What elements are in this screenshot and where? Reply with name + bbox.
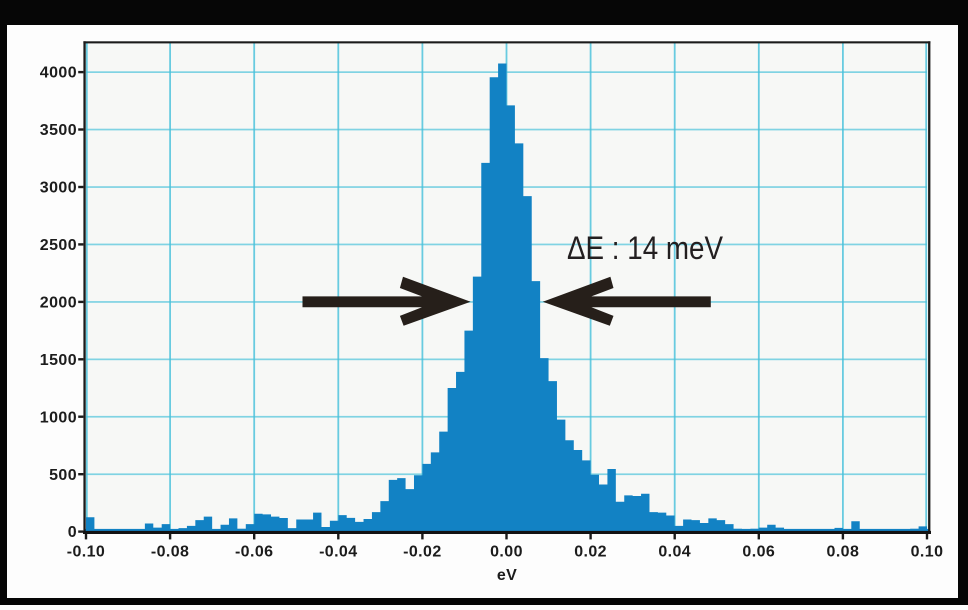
- svg-text:-0.06: -0.06: [235, 544, 273, 561]
- svg-text:0: 0: [68, 524, 77, 541]
- svg-text:0.08: 0.08: [827, 544, 860, 561]
- svg-text:ΔE : 14 meV: ΔE : 14 meV: [567, 230, 724, 266]
- svg-text:4000: 4000: [40, 65, 77, 82]
- svg-text:2500: 2500: [40, 237, 77, 254]
- svg-text:3000: 3000: [40, 180, 77, 197]
- svg-text:-0.08: -0.08: [151, 544, 189, 561]
- svg-text:3500: 3500: [40, 122, 77, 139]
- svg-text:0.04: 0.04: [658, 544, 691, 561]
- svg-text:eV: eV: [497, 567, 517, 584]
- svg-text:0.02: 0.02: [574, 544, 607, 561]
- svg-text:-0.04: -0.04: [319, 544, 357, 561]
- svg-text:0.00: 0.00: [490, 544, 523, 561]
- svg-text:0.06: 0.06: [742, 544, 775, 561]
- svg-text:500: 500: [49, 467, 77, 484]
- svg-text:-0.02: -0.02: [403, 544, 441, 561]
- svg-text:1500: 1500: [40, 352, 77, 369]
- svg-text:0.10: 0.10: [911, 544, 944, 561]
- svg-text:2000: 2000: [40, 295, 77, 312]
- svg-text:-0.10: -0.10: [67, 544, 105, 561]
- svg-text:1000: 1000: [40, 409, 77, 426]
